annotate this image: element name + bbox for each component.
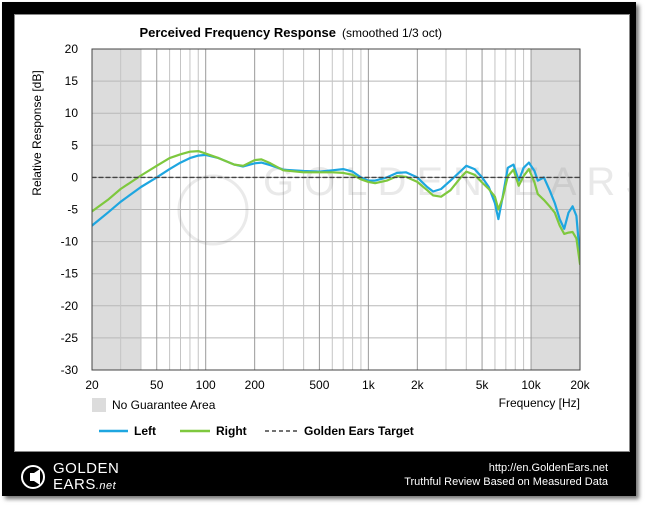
x-tick-label: 200 bbox=[245, 378, 265, 392]
footer-tagline: Truthful Review Based on Measured Data bbox=[404, 476, 608, 488]
grid bbox=[91, 48, 581, 371]
y-tick-label: -25 bbox=[61, 331, 79, 345]
y-tick-label: -10 bbox=[61, 235, 79, 249]
logo-line1: GOLDEN bbox=[53, 460, 120, 477]
series-line-right bbox=[92, 150, 580, 266]
watermark: GOLDEN EARS bbox=[177, 160, 629, 246]
y-axis-label: Relative Response [dB] bbox=[30, 70, 44, 195]
y-tick-label: -5 bbox=[67, 203, 78, 217]
x-tick-label: 5k bbox=[476, 378, 490, 392]
y-tick-labels: 20 15 10 5 0 -5 -10 -15 -20 -25 -30 bbox=[61, 42, 79, 377]
x-tick-label: 20k bbox=[570, 378, 590, 392]
chart-panel: GOLDEN EARS Perceived Frequency Response… bbox=[14, 14, 630, 452]
chart-frame: GOLDEN EARS Perceived Frequency Response… bbox=[2, 2, 636, 496]
legend-label-target: Golden Ears Target bbox=[304, 424, 414, 438]
y-tick-label: 10 bbox=[65, 106, 79, 120]
y-tick-label: 20 bbox=[65, 42, 79, 56]
logo-line2-text: EARS bbox=[53, 476, 96, 493]
logo-net: .net bbox=[95, 480, 117, 492]
y-tick-label: -15 bbox=[61, 267, 79, 281]
x-tick-label: 50 bbox=[150, 378, 164, 392]
series-line-left bbox=[92, 153, 580, 259]
x-tick-label: 500 bbox=[309, 378, 329, 392]
y-tick-label: -30 bbox=[61, 363, 79, 377]
x-tick-label: 1k bbox=[362, 378, 376, 392]
watermark-logo-icon bbox=[177, 174, 249, 246]
legend: Left Right Golden Ears Target bbox=[99, 424, 414, 438]
y-tick-label: 5 bbox=[71, 138, 78, 152]
watermark-text: GOLDEN EARS bbox=[263, 160, 629, 204]
y-tick-label: 0 bbox=[71, 170, 78, 184]
golden-ears-logo-icon bbox=[21, 465, 45, 489]
footer-url: http://en.GoldenEars.net bbox=[488, 462, 608, 474]
chart-title: Perceived Frequency Response bbox=[139, 25, 336, 40]
footer-info: http://en.GoldenEars.net Truthful Review… bbox=[404, 461, 608, 489]
x-tick-labels: 20 50 100 200 500 1k 2k 5k 10k 20k bbox=[85, 378, 590, 392]
plot-border bbox=[91, 48, 581, 371]
y-tick-label: 15 bbox=[65, 74, 79, 88]
no-guarantee-label: No Guarantee Area bbox=[112, 398, 216, 412]
x-tick-label: 10k bbox=[521, 378, 541, 392]
legend-label-left: Left bbox=[134, 424, 156, 438]
x-tick-label: 2k bbox=[411, 378, 425, 392]
legend-label-right: Right bbox=[216, 424, 247, 438]
x-axis-label: Frequency [Hz] bbox=[499, 396, 580, 410]
chart-subtitle: (smoothed 1/3 oct) bbox=[342, 26, 442, 40]
golden-ears-logo: GOLDEN EARS.net bbox=[19, 460, 129, 494]
x-tick-label: 20 bbox=[85, 378, 99, 392]
y-tick-label: -20 bbox=[61, 299, 79, 313]
logo-line2: EARS.net bbox=[53, 476, 116, 493]
frequency-response-chart: GOLDEN EARS Perceived Frequency Response… bbox=[30, 25, 629, 438]
no-guarantee-swatch bbox=[92, 398, 106, 412]
x-tick-label: 100 bbox=[196, 378, 216, 392]
series-layer bbox=[92, 150, 580, 266]
